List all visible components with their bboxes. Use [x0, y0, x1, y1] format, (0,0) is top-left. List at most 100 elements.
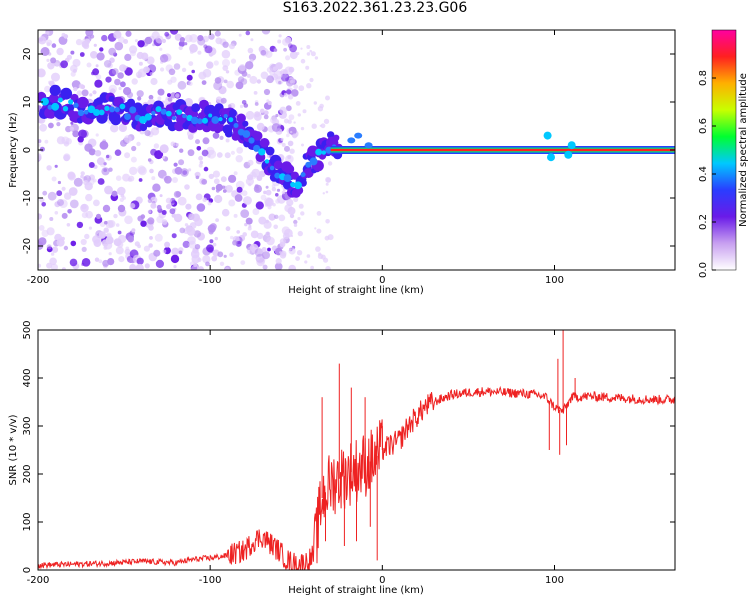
- noise-speckle: [107, 258, 115, 266]
- noise-speckle: [293, 197, 299, 203]
- noise-speckle: [325, 266, 331, 270]
- noise-speckle: [286, 89, 292, 95]
- noise-speckle: [38, 36, 47, 45]
- ridge-blob: [66, 103, 75, 112]
- noise-speckle: [70, 121, 74, 125]
- noise-speckle: [194, 244, 201, 250]
- noise-speckle: [39, 146, 45, 152]
- noise-speckle: [269, 69, 276, 76]
- noise-speckle: [261, 30, 271, 35]
- x-tick-label: -100: [199, 275, 222, 286]
- noise-speckle: [208, 173, 214, 180]
- ridge-core: [109, 106, 115, 113]
- noise-speckle: [273, 224, 279, 230]
- noise-speckle: [198, 155, 204, 161]
- noise-speckle: [161, 210, 167, 215]
- noise-speckle: [38, 139, 42, 144]
- noise-speckle: [202, 197, 207, 203]
- noise-speckle: [61, 267, 66, 270]
- noise-speckle: [283, 118, 289, 124]
- noise-speckle: [117, 230, 122, 235]
- noise-speckle: [191, 254, 201, 264]
- noise-speckle: [147, 209, 152, 214]
- tone-band-core: [330, 148, 675, 152]
- ridge-blob: [284, 164, 295, 174]
- noise-speckle: [51, 72, 60, 82]
- noise-speckle: [168, 68, 176, 76]
- noise-speckle: [143, 66, 150, 74]
- noise-speckle: [92, 235, 101, 244]
- ridge-blob: [139, 123, 148, 132]
- noise-speckle: [161, 219, 168, 225]
- noise-speckle: [63, 34, 69, 39]
- y-tick-label: 20: [22, 48, 33, 61]
- noise-speckle: [233, 213, 238, 218]
- noise-speckle: [205, 261, 210, 267]
- noise-speckle: [289, 44, 297, 53]
- ridge-blob: [224, 129, 233, 138]
- noise-speckle: [150, 196, 158, 204]
- noise-speckle: [81, 89, 89, 97]
- noise-speckle: [290, 130, 293, 134]
- noise-speckle: [263, 88, 271, 96]
- noise-speckle: [131, 228, 136, 233]
- noise-speckle: [240, 260, 246, 265]
- ridge-core: [269, 165, 275, 171]
- noise-speckle: [285, 55, 291, 61]
- ridge-core: [62, 106, 69, 112]
- noise-speckle: [214, 236, 218, 241]
- ridge-core: [57, 97, 63, 103]
- noise-speckle: [221, 208, 230, 217]
- ridge-blob: [252, 131, 263, 141]
- noise-speckle: [275, 193, 279, 197]
- noise-speckle: [201, 149, 209, 157]
- noise-speckle: [81, 258, 91, 267]
- noise-speckle: [197, 266, 204, 270]
- noise-speckle: [186, 74, 193, 81]
- noise-speckle: [229, 252, 234, 257]
- noise-speckle: [225, 267, 230, 270]
- noise-speckle: [300, 211, 305, 216]
- ridge-core: [77, 109, 85, 117]
- noise-speckle: [260, 71, 269, 80]
- noise-speckle: [99, 160, 107, 168]
- noise-speckle: [232, 240, 238, 246]
- spectrogram-ridge: [38, 84, 675, 198]
- noise-speckle: [301, 143, 304, 147]
- ridge-blob: [190, 110, 199, 118]
- noise-speckle: [107, 220, 116, 228]
- noise-speckle: [248, 224, 252, 228]
- noise-speckle: [136, 51, 144, 60]
- noise-speckle: [302, 109, 307, 114]
- noise-speckle: [41, 202, 46, 207]
- noise-speckle: [211, 186, 216, 191]
- colorbar-tick-label: 0.6: [698, 118, 709, 134]
- noise-speckle: [38, 225, 45, 231]
- noise-speckle: [108, 84, 118, 94]
- noise-speckle: [230, 150, 235, 155]
- noise-speckle: [281, 142, 286, 147]
- noise-speckle: [293, 223, 298, 227]
- noise-speckle: [70, 71, 76, 77]
- noise-speckle: [86, 62, 92, 68]
- noise-speckle: [250, 38, 254, 42]
- noise-speckle: [129, 166, 138, 176]
- noise-speckle: [220, 97, 227, 104]
- noise-speckle: [298, 85, 305, 92]
- noise-speckle: [96, 52, 105, 61]
- noise-speckle: [147, 158, 152, 162]
- y-tick-label: -20: [22, 238, 33, 254]
- noise-speckle: [55, 62, 60, 67]
- noise-speckle: [84, 143, 93, 152]
- noise-speckle: [49, 217, 54, 221]
- noise-speckle: [274, 214, 279, 219]
- noise-speckle: [173, 63, 181, 70]
- ridge-blob: [216, 124, 225, 132]
- noise-speckle: [195, 175, 200, 180]
- tone-bump: [564, 150, 573, 159]
- noise-speckle: [50, 252, 55, 256]
- noise-speckle: [164, 241, 171, 248]
- noise-speckle: [213, 178, 220, 185]
- noise-speckle: [178, 45, 183, 51]
- noise-speckle: [80, 174, 84, 179]
